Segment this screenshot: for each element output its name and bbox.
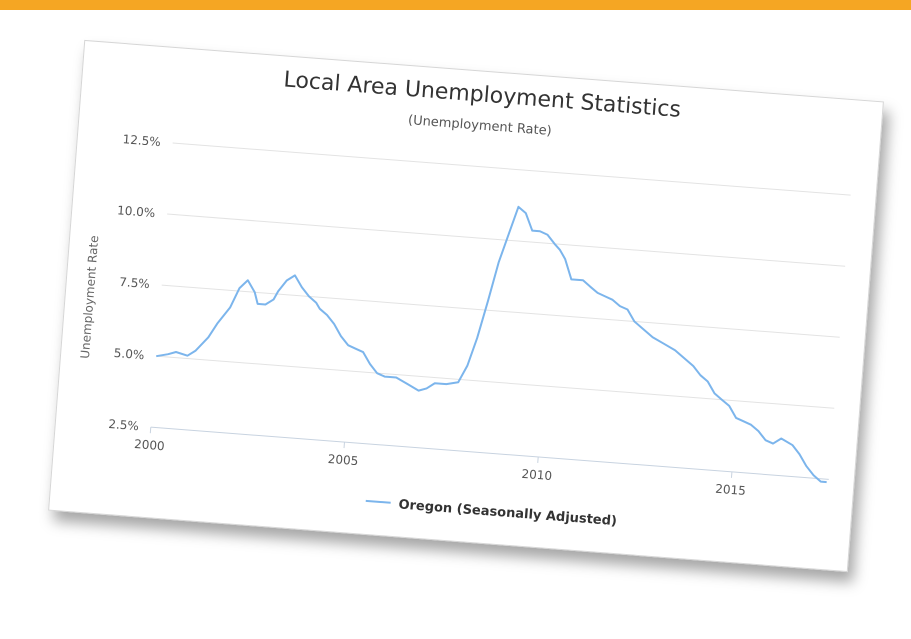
y-tick-label: 10.0%: [117, 203, 156, 220]
gridline: [172, 142, 851, 196]
x-tick-label: 2005: [327, 452, 359, 468]
chart-card: Local Area Unemployment Statistics (Unem…: [48, 39, 884, 573]
series-line-oregon[interactable]: [151, 180, 846, 484]
y-axis-title: Unemployment Rate: [78, 235, 101, 359]
chart-subtitle: (Unemployment Rate): [407, 113, 552, 139]
top-accent-bar: [0, 0, 911, 10]
gridline: [150, 426, 829, 480]
x-tick-label: 2015: [715, 482, 747, 498]
chart-svg: Local Area Unemployment Statistics (Unem…: [78, 67, 851, 529]
plot-area: [151, 180, 846, 484]
chart-title: Local Area Unemployment Statistics: [283, 67, 682, 122]
gridline: [161, 284, 840, 338]
gridlines: [150, 142, 851, 480]
y-tick-label: 5.0%: [113, 346, 144, 362]
x-tick-label: 2010: [521, 467, 553, 483]
gridline: [156, 355, 835, 409]
x-axis-ticks: 2000 2005 2010 2015: [134, 427, 747, 498]
x-tick-label: 2000: [134, 437, 166, 453]
legend-swatch: [365, 499, 391, 504]
y-tick-label: 12.5%: [122, 132, 161, 149]
y-tick-label: 7.5%: [119, 275, 150, 291]
legend[interactable]: Oregon (Seasonally Adjusted): [365, 495, 617, 529]
legend-label[interactable]: Oregon (Seasonally Adjusted): [398, 497, 617, 529]
y-tick-label: 2.5%: [108, 417, 139, 433]
y-axis-ticks: 2.5% 5.0% 7.5% 10.0% 12.5%: [108, 132, 161, 433]
